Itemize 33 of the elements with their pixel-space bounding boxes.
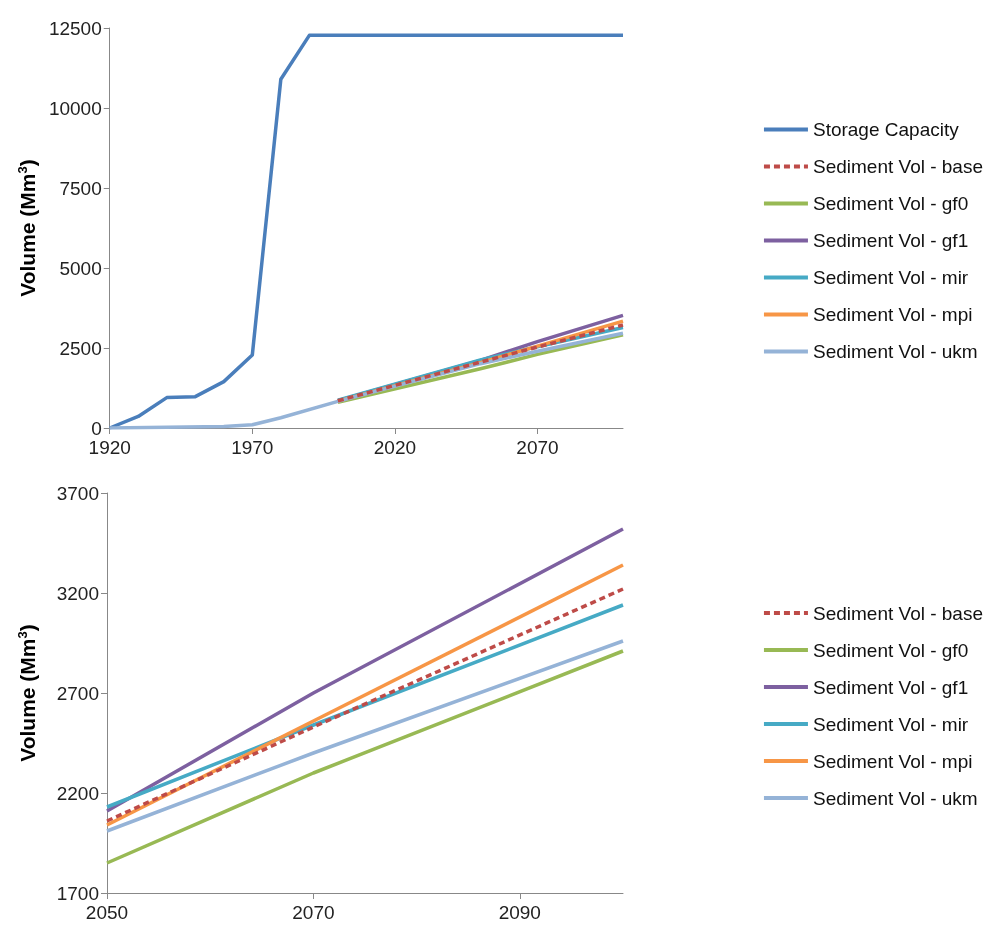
x-tick-label: 1920 xyxy=(88,437,131,458)
y-axis-title: Volume (Mm3) xyxy=(15,624,39,762)
legend-label: Sediment Vol - mir xyxy=(812,713,969,735)
legend-label: Sediment Vol - gf0 xyxy=(812,639,969,661)
x-tick-label: 1970 xyxy=(231,437,274,458)
legend-label: Storage Capacity xyxy=(812,119,960,140)
legend-label: Sediment Vol - gf0 xyxy=(812,193,969,214)
legend-label: Sediment Vol - mpi xyxy=(812,304,973,325)
y-tick-label: 7500 xyxy=(59,177,102,199)
legend-label: Sediment Vol - base xyxy=(812,602,983,624)
x-tick-label: 2020 xyxy=(373,437,417,458)
y-tick-label: 10000 xyxy=(48,97,102,119)
y-tick-label: 0 xyxy=(91,417,102,439)
x-tick-label: 2050 xyxy=(85,902,129,923)
legend-label: Sediment Vol - gf1 xyxy=(812,676,969,698)
legend-label: Sediment Vol - gf1 xyxy=(812,230,969,251)
y-tick-label: 3200 xyxy=(56,582,99,604)
y-tick-label: 3700 xyxy=(56,482,99,504)
legend-label: Sediment Vol - ukm xyxy=(812,787,978,809)
y-tick-label: 2200 xyxy=(56,782,99,804)
y-axis-title: Volume (Mm3) xyxy=(15,159,39,297)
y-tick-label: 12500 xyxy=(48,17,102,39)
legend-label: Sediment Vol - ukm xyxy=(812,341,978,362)
x-tick-label: 2090 xyxy=(498,902,541,923)
y-tick-label: 5000 xyxy=(59,257,102,279)
legend-label: Sediment Vol - base xyxy=(812,156,983,177)
y-tick-label: 2500 xyxy=(59,337,102,359)
legend-label: Sediment Vol - mpi xyxy=(812,750,973,772)
legend-label: Sediment Vol - mir xyxy=(812,267,969,288)
y-tick-label: 2700 xyxy=(56,682,99,704)
y-tick-label: 1700 xyxy=(56,882,99,904)
x-tick-label: 2070 xyxy=(292,902,335,923)
x-tick-label: 2070 xyxy=(516,437,559,458)
